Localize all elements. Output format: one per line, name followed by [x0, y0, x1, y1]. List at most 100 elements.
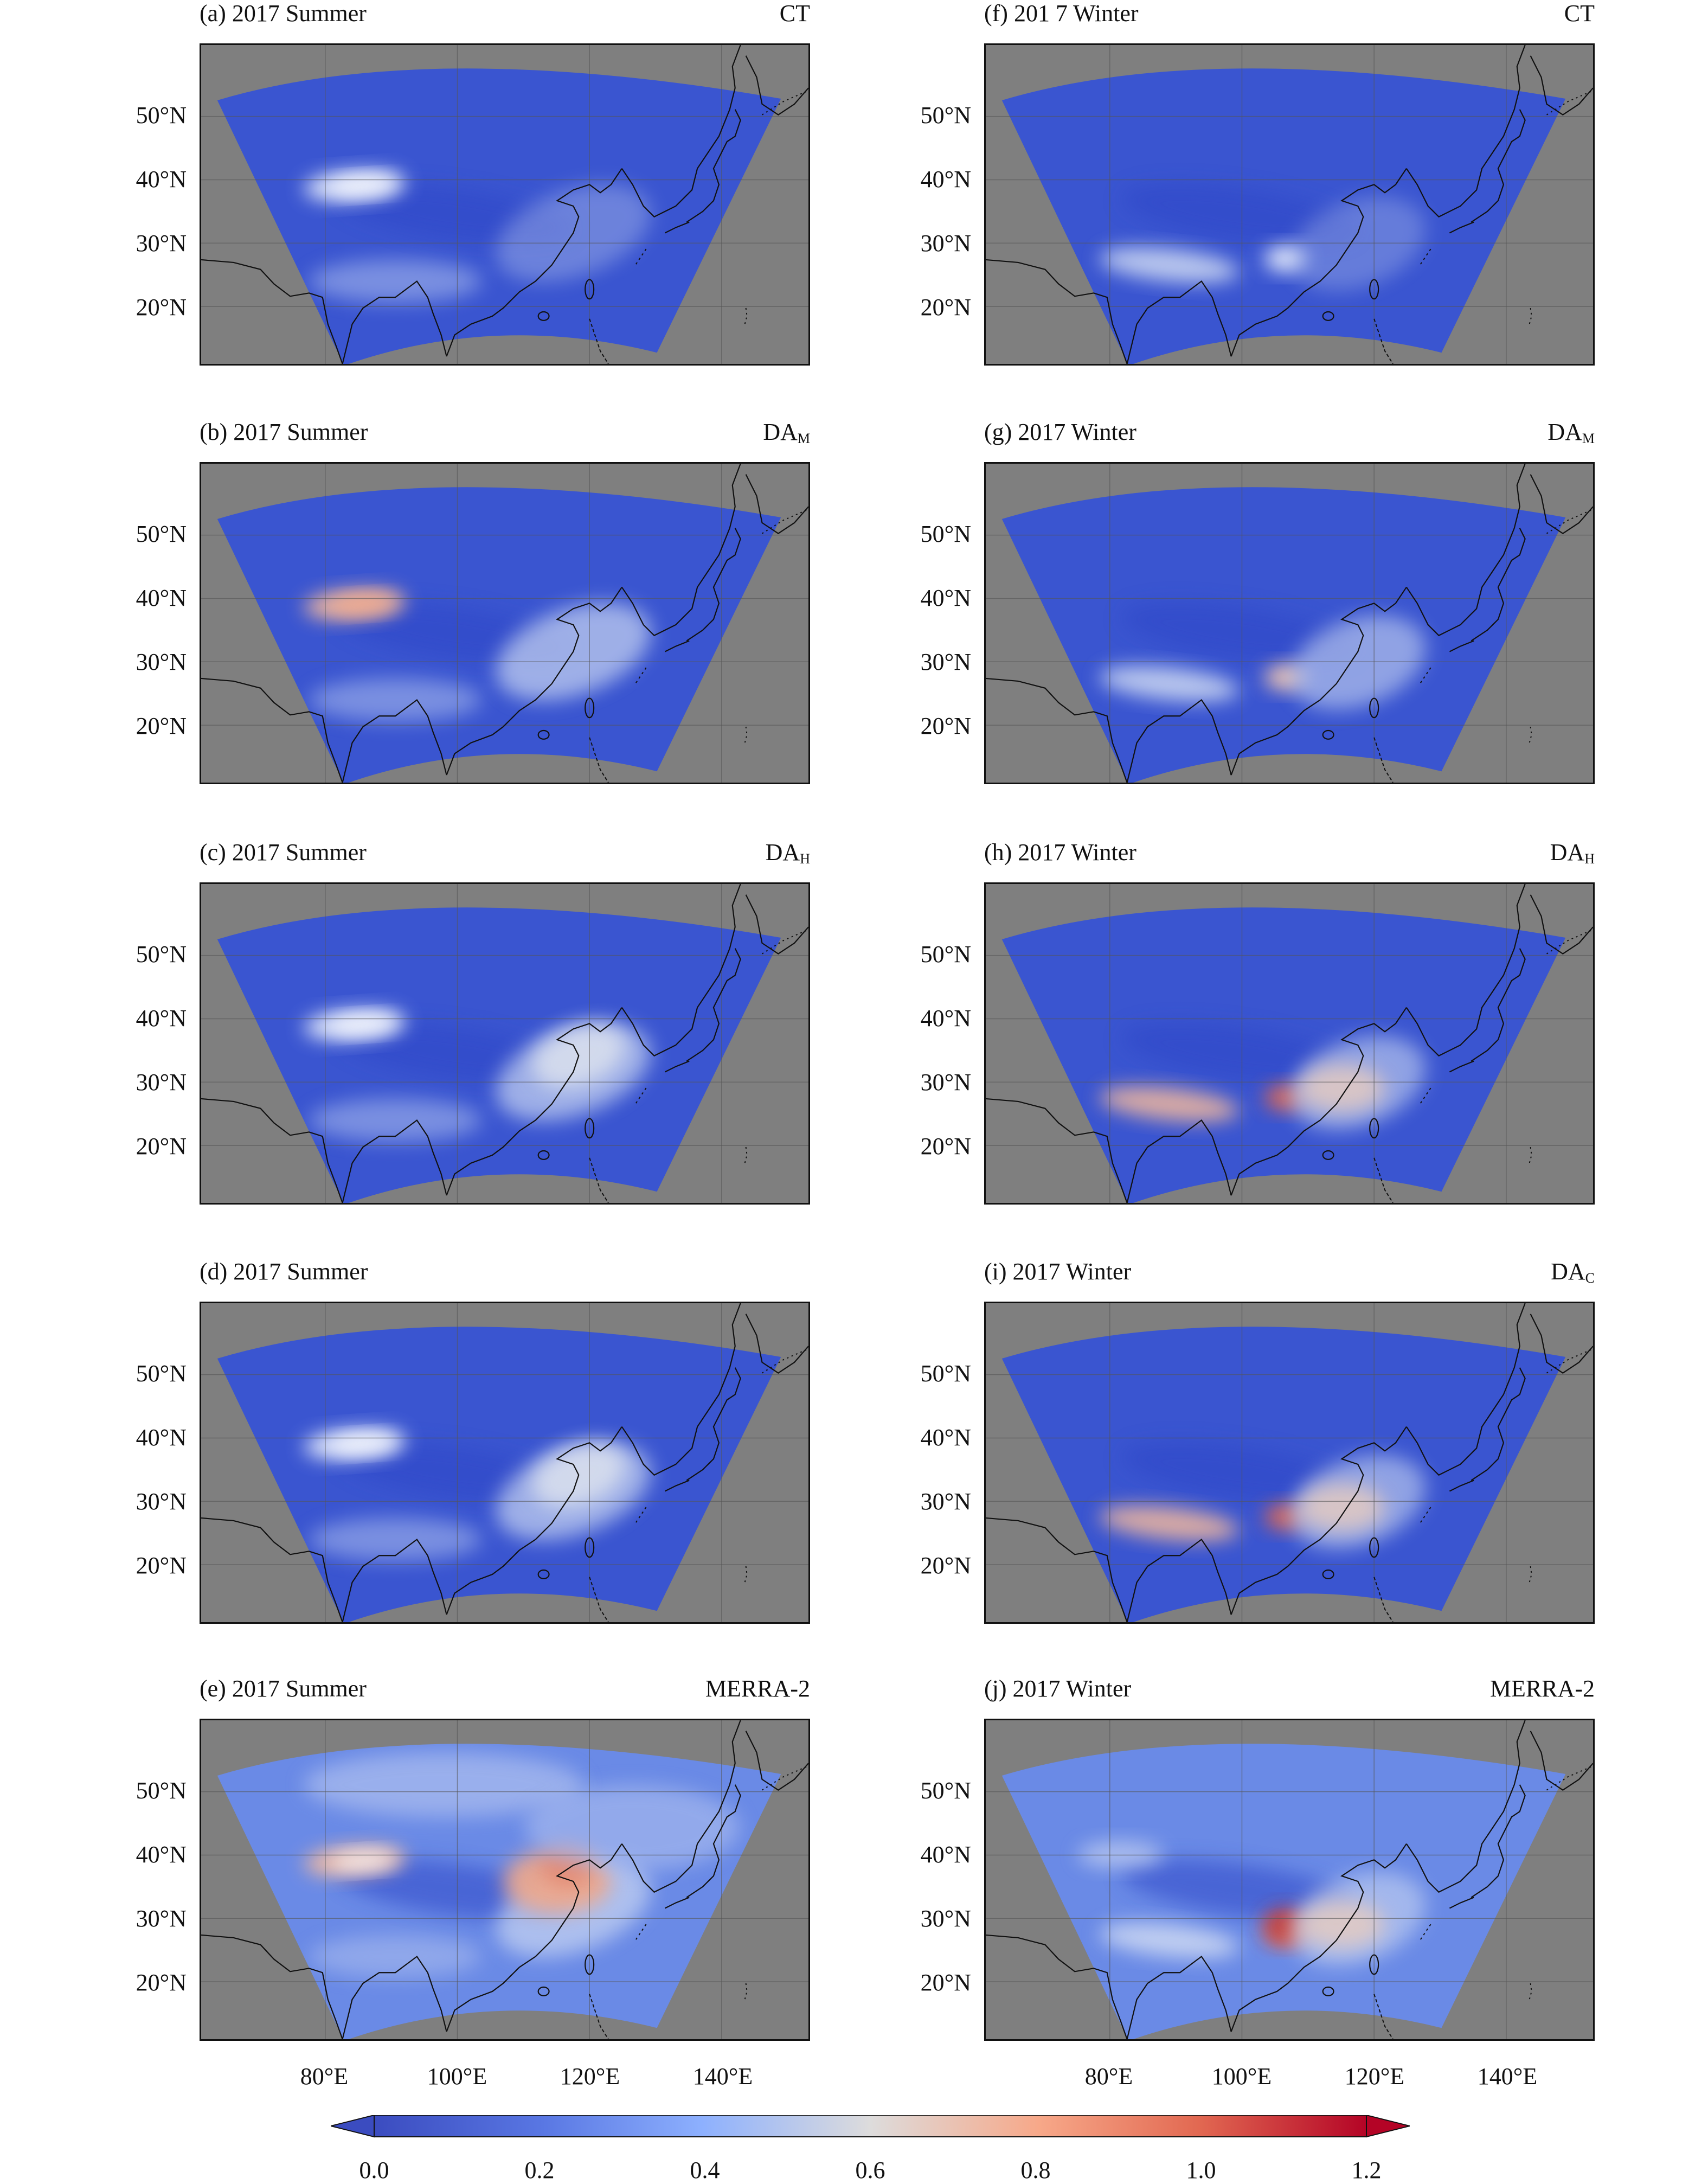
map-panel-e: (e) 2017 Summer MERRA-2 50°N 40°N 30°N 20°N 8…: [136, 1675, 810, 2090]
lat-tick-label: 30°N: [136, 1488, 187, 1515]
lat-tick-label: 50°N: [136, 1777, 187, 1804]
lat-tick-label: 40°N: [136, 1841, 187, 1868]
panel-dataset-label: DAC: [1551, 1258, 1595, 1292]
lat-tick-label: 40°N: [136, 1424, 187, 1451]
lat-tick-label: 30°N: [136, 649, 187, 675]
panel-dataset-label-sub: M: [1582, 431, 1595, 446]
panel-title: (d) 2017 Summer: [200, 1258, 368, 1285]
panel-title: (j) 2017 Winter: [984, 1675, 1132, 1702]
lat-tick-label: 30°N: [920, 230, 971, 257]
lat-tick-label: 50°N: [920, 102, 971, 129]
lat-tick-label: 50°N: [136, 102, 187, 129]
map-frame: [200, 462, 810, 784]
lon-tick-label: 100°E: [1211, 2063, 1272, 2090]
aod-field-map: [201, 1303, 808, 1622]
map-panel-a: (a) 2017 Summer CT 50°N 40°N 30°N 20°N: [136, 0, 810, 369]
aod-field-map: [986, 884, 1593, 1203]
colorbar-tick-label: 0.8: [1020, 2157, 1051, 2183]
lon-tick-label: 80°E: [1084, 2063, 1133, 2090]
colorbar-tick-label: 0.4: [690, 2157, 720, 2183]
colorbar-tick-label: 0.0: [359, 2157, 389, 2183]
lat-tick-label: 20°N: [136, 1133, 187, 1160]
colorbar-tick-label: 0.6: [855, 2157, 885, 2183]
aod-field-map: [201, 45, 808, 364]
panel-dataset-label-sub: H: [800, 851, 810, 867]
map-frame: [200, 1302, 810, 1624]
colorbar-tick-label: 0.2: [524, 2157, 555, 2183]
panel-dataset-label: DAH: [766, 839, 810, 873]
panel-title: (g) 2017 Winter: [984, 419, 1136, 445]
colorbar: 0.0 0.2 0.4 0.6 0.8 1.0 1.2: [331, 2115, 1410, 2183]
lat-tick-label: 30°N: [136, 1069, 187, 1096]
lat-tick-label: 40°N: [136, 166, 187, 193]
map-frame: [984, 882, 1595, 1205]
panel-dataset-label-main: DA: [1550, 839, 1585, 866]
map-frame: [200, 882, 810, 1205]
lat-tick-label: 40°N: [920, 1841, 971, 1868]
map-frame: [984, 1719, 1595, 2041]
panel-dataset-label-main: DA: [763, 419, 798, 445]
panel-title: (e) 2017 Summer: [200, 1675, 367, 1702]
lat-tick-label: 50°N: [136, 521, 187, 547]
lat-tick-label: 50°N: [920, 941, 971, 968]
map-panel-h: (h) 2017 Winter DAH 50°N 40°N 30°N 20°N: [921, 839, 1595, 1208]
lat-tick-label: 20°N: [136, 1552, 187, 1579]
panel-dataset-label: MERRA-2: [705, 1675, 810, 1702]
aod-field-map: [986, 1303, 1593, 1622]
panel-title: (i) 2017 Winter: [984, 1258, 1132, 1285]
panel-dataset-label: CT: [780, 0, 810, 27]
panel-dataset-label-main: MERRA-2: [1489, 1675, 1595, 1702]
panel-dataset-label: MERRA-2: [1490, 1675, 1595, 1702]
aod-field-map: [986, 1720, 1593, 2039]
lat-tick-label: 30°N: [136, 230, 187, 257]
map-panel-b: (b) 2017 Summer DAM 50°N 40°N 30°N 20°N: [136, 419, 810, 787]
panel-dataset-label: DAM: [1548, 419, 1595, 452]
panel-dataset-label-main: DA: [765, 839, 800, 866]
lat-tick-label: 40°N: [920, 585, 971, 611]
panel-dataset-label: DAH: [1550, 839, 1595, 873]
lat-tick-label: 40°N: [136, 585, 187, 611]
lon-tick-label: 80°E: [300, 2063, 349, 2090]
colorbar-tick-label: 1.2: [1351, 2157, 1382, 2183]
panel-title: (b) 2017 Summer: [200, 419, 368, 445]
map-panel-d: (d) 2017 Summer 50°N 40°N 30°N 20°N: [136, 1258, 810, 1627]
colorbar-bar: [331, 2115, 1410, 2138]
lat-tick-label: 20°N: [920, 1969, 971, 1996]
aod-field-map: [201, 1720, 808, 2039]
lon-tick-label: 100°E: [427, 2063, 487, 2090]
map-panel-g: (g) 2017 Winter DAM 50°N 40°N 30°N 20°N: [921, 419, 1595, 787]
panel-title: (h) 2017 Winter: [984, 839, 1136, 866]
lon-tick-label: 140°E: [1477, 2063, 1538, 2090]
panel-dataset-label: DAM: [763, 419, 810, 452]
lat-tick-label: 50°N: [136, 1360, 187, 1387]
lat-tick-label: 30°N: [920, 649, 971, 675]
lon-tick-label: 140°E: [692, 2063, 753, 2090]
lat-tick-label: 20°N: [136, 713, 187, 739]
aod-field-map: [201, 884, 808, 1203]
lon-tick-label: 120°E: [1344, 2063, 1405, 2090]
lat-tick-label: 40°N: [920, 1005, 971, 1032]
panel-dataset-label-main: CT: [1564, 0, 1595, 27]
lat-tick-label: 20°N: [920, 1552, 971, 1579]
lat-tick-label: 50°N: [920, 521, 971, 547]
panel-dataset-label-sub: C: [1585, 1270, 1595, 1286]
map-frame: [984, 43, 1595, 366]
panel-dataset-label-main: DA: [1548, 419, 1582, 445]
lat-tick-label: 20°N: [136, 1969, 187, 1996]
panel-title: (c) 2017 Summer: [200, 839, 367, 866]
colorbar-extend-low: [331, 2115, 375, 2138]
panel-title: (f) 201 7 Winter: [984, 0, 1139, 27]
panel-dataset-label-sub: H: [1584, 851, 1595, 867]
panel-dataset-label-sub: M: [797, 431, 810, 446]
lat-tick-label: 30°N: [920, 1069, 971, 1096]
lat-tick-label: 40°N: [920, 166, 971, 193]
aod-field-map: [986, 464, 1593, 783]
map-frame: [200, 43, 810, 366]
map-frame: [200, 1719, 810, 2041]
panel-dataset-label-main: CT: [779, 0, 810, 27]
map-panel-j: (j) 2017 Winter MERRA-2 50°N 40°N 30°N 20°N 8…: [921, 1675, 1595, 2090]
lat-tick-label: 20°N: [136, 294, 187, 321]
map-frame: [984, 1302, 1595, 1624]
lat-tick-label: 40°N: [136, 1005, 187, 1032]
lat-tick-label: 20°N: [920, 713, 971, 739]
